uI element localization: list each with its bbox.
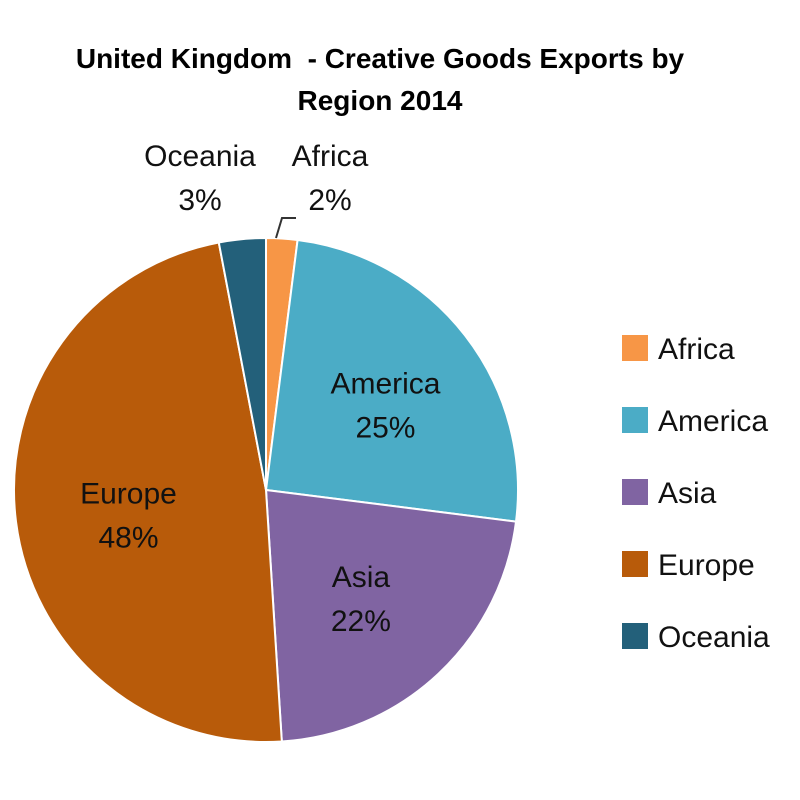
legend-label-europe: Europe bbox=[658, 549, 755, 582]
legend-label-africa: Africa bbox=[658, 333, 735, 366]
legend: Africa America Asia Europe Oceania bbox=[622, 333, 770, 654]
chart-title: United Kingdom - Creative Goods Exports … bbox=[0, 38, 760, 122]
slice-labels: Africa 2% America 25% Asia 22% Europe 48% Oceani… bbox=[80, 140, 441, 638]
slice-value-africa: 2% bbox=[308, 184, 351, 217]
legend-swatch-africa bbox=[622, 335, 648, 361]
legend-label-asia: Asia bbox=[658, 477, 717, 510]
slice-label-america: America bbox=[330, 367, 440, 400]
chart-title-line-1: United Kingdom - Creative Goods Exports … bbox=[75, 43, 685, 74]
leader-lines bbox=[275, 217, 296, 239]
pie-slices bbox=[13, 236, 519, 743]
slice-label-africa: Africa bbox=[292, 140, 369, 173]
pie-slice-oceania bbox=[217, 236, 267, 491]
legend-swatch-oceania bbox=[622, 623, 648, 649]
legend-swatch-europe bbox=[622, 551, 648, 577]
pie-slice-europe bbox=[13, 241, 283, 743]
slice-value-oceania: 3% bbox=[178, 184, 221, 217]
pie-slice-america bbox=[264, 238, 519, 523]
slice-value-america: 25% bbox=[355, 411, 415, 444]
slice-value-europe: 48% bbox=[98, 521, 158, 554]
legend-swatch-america bbox=[622, 407, 648, 433]
slice-label-asia: Asia bbox=[332, 561, 391, 594]
slice-label-europe: Europe bbox=[80, 477, 177, 510]
chart-title-line-2: Region 2014 bbox=[297, 85, 463, 116]
pie-slice-asia bbox=[264, 488, 518, 743]
slice-label-oceania: Oceania bbox=[144, 140, 256, 173]
legend-swatch-asia bbox=[622, 479, 648, 505]
legend-label-america: America bbox=[658, 405, 768, 438]
legend-label-oceania: Oceania bbox=[658, 621, 770, 654]
slice-value-asia: 22% bbox=[331, 605, 391, 638]
leader-line-africa bbox=[275, 217, 296, 239]
